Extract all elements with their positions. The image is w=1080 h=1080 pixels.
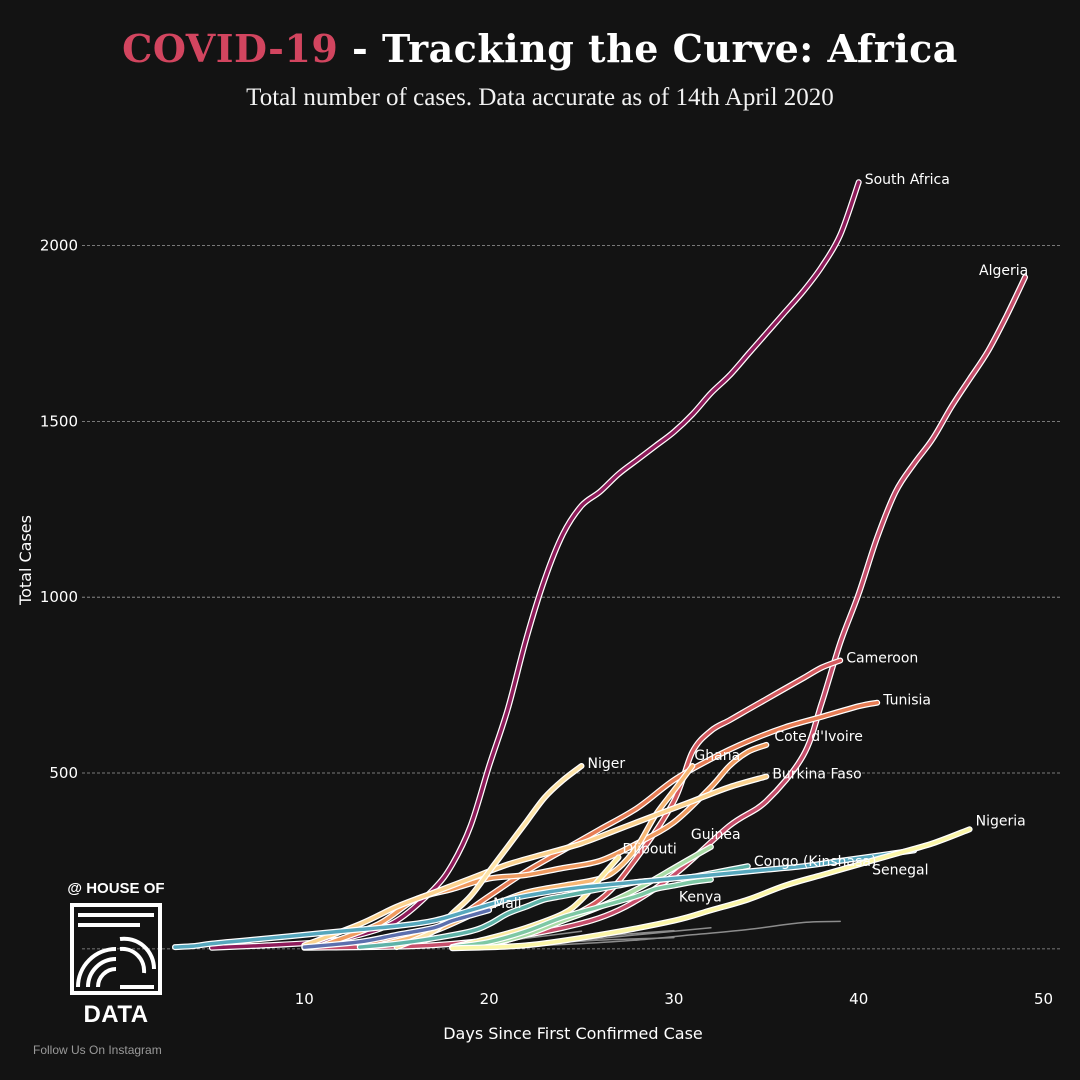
y-tick-label: 1000 [40, 588, 78, 606]
series-lines [172, 179, 1028, 952]
series-label-burkina-faso: Burkina Faso [772, 767, 861, 783]
chart-subtitle: Total number of cases. Data accurate as … [246, 84, 834, 111]
series-label-south-africa: South Africa [865, 172, 950, 188]
series-label-algeria: Algeria [979, 263, 1028, 279]
series-line-burkina-faso [302, 774, 769, 948]
logo-mark-icon [70, 903, 162, 995]
logo-bottom-text: DATA [83, 1001, 149, 1028]
x-tick-label: 30 [664, 990, 683, 1008]
series-line-south-africa [210, 180, 861, 950]
series-label-nigeria: Nigeria [976, 813, 1026, 829]
series-label-kenya: Kenya [679, 890, 722, 906]
series-labels: South Africa Algeria Cameroon Tunisia Cote d… [493, 172, 1028, 912]
series-line-djibouti [450, 855, 621, 949]
series-label-niger: Niger [588, 756, 626, 772]
x-tick-label: 10 [295, 990, 314, 1008]
follow-instagram: Follow Us On Instagram [33, 1043, 162, 1057]
series-label-mali: Mali [493, 896, 521, 912]
title-rest: - Tracking the Curve: Africa [338, 26, 958, 71]
logo-top-text: @ HOUSE OF [67, 880, 165, 897]
x-tick-label: 50 [1034, 990, 1053, 1008]
x-tick-label: 20 [480, 990, 499, 1008]
y-axis-label: Total Cases [16, 515, 35, 606]
y-tick-label: 500 [49, 764, 78, 782]
chart-title: COVID-19 - Tracking the Curve: Africa [0, 26, 1080, 71]
y-tick-label: 2000 [40, 237, 78, 255]
series-label-ghana: Ghana [694, 748, 740, 764]
series-outline-south-africa [208, 179, 862, 951]
series-line-cameroon [487, 658, 842, 948]
series-label-tunisia: Tunisia [882, 693, 931, 709]
series-label-cameroon: Cameroon [846, 650, 918, 666]
series-outline-burkina-faso [301, 773, 770, 949]
series-label-congo-kinshasa: Congo (Kinshasa) [754, 854, 877, 870]
series-line-kenya [450, 877, 713, 949]
house-of-data-logo: @ HOUSE OF DATA [60, 880, 172, 1029]
series-label-cote-d-ivoire: Cote d'Ivoire [774, 729, 863, 745]
series-line-nigeria [450, 827, 972, 950]
series-line-senegal [173, 848, 916, 949]
series-label-djibouti: Djibouti [622, 841, 676, 857]
series-line-mali [302, 908, 491, 949]
x-axis-label: Days Since First Confirmed Case [443, 1024, 703, 1043]
series-label-guinea: Guinea [691, 827, 741, 843]
x-tick-label: 40 [849, 990, 868, 1008]
y-tick-label: 1500 [40, 412, 78, 430]
title-covid: COVID-19 [122, 26, 339, 71]
series-label-senegal: Senegal [872, 862, 928, 878]
axis-ticks: 500 1000 1500 2000 10 20 30 40 50 [40, 237, 1053, 1008]
